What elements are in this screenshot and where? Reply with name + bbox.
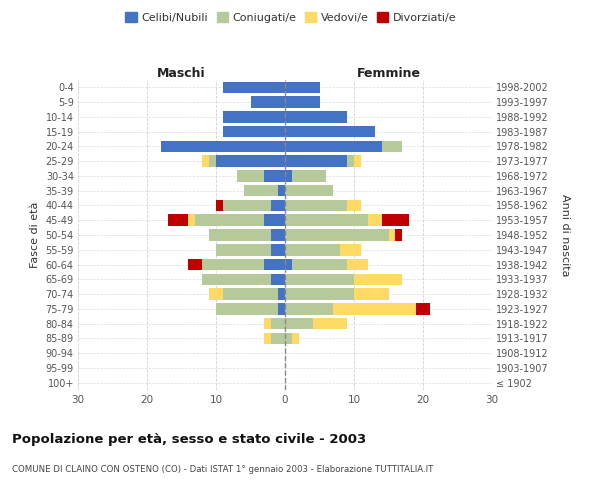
Bar [285, 274, 354, 285]
Bar [313, 318, 347, 330]
Bar [216, 303, 278, 314]
Bar [209, 229, 271, 241]
Bar [347, 259, 368, 270]
Bar [265, 318, 271, 330]
Bar [223, 288, 278, 300]
Bar [196, 214, 265, 226]
Bar [382, 140, 402, 152]
Legend: Celibi/Nubili, Coniugati/e, Vedovi/e, Divorziati/e: Celibi/Nubili, Coniugati/e, Vedovi/e, Di… [121, 8, 461, 28]
Y-axis label: Anni di nascita: Anni di nascita [560, 194, 570, 276]
Bar [223, 111, 285, 122]
Bar [354, 288, 389, 300]
Bar [278, 303, 285, 314]
Bar [271, 229, 285, 241]
Bar [265, 170, 285, 181]
Bar [271, 200, 285, 211]
Bar [416, 303, 430, 314]
Bar [354, 274, 403, 285]
Y-axis label: Fasce di età: Fasce di età [30, 202, 40, 268]
Bar [340, 244, 361, 256]
Bar [202, 156, 209, 167]
Bar [265, 214, 285, 226]
Bar [285, 200, 347, 211]
Bar [334, 303, 416, 314]
Bar [271, 332, 285, 344]
Bar [216, 244, 271, 256]
Text: Maschi: Maschi [157, 67, 206, 80]
Bar [389, 229, 395, 241]
Bar [292, 332, 299, 344]
Bar [285, 229, 389, 241]
Bar [223, 82, 285, 93]
Bar [216, 200, 223, 211]
Bar [285, 140, 382, 152]
Bar [285, 185, 334, 196]
Text: Popolazione per età, sesso e stato civile - 2003: Popolazione per età, sesso e stato civil… [12, 432, 366, 446]
Bar [354, 156, 361, 167]
Bar [244, 185, 278, 196]
Bar [285, 82, 320, 93]
Bar [278, 288, 285, 300]
Bar [292, 259, 347, 270]
Bar [347, 200, 361, 211]
Bar [202, 259, 265, 270]
Bar [168, 214, 188, 226]
Bar [285, 170, 292, 181]
Bar [285, 126, 374, 138]
Bar [395, 229, 402, 241]
Bar [251, 96, 285, 108]
Bar [285, 156, 347, 167]
Bar [223, 200, 271, 211]
Bar [285, 111, 347, 122]
Bar [285, 332, 292, 344]
Bar [382, 214, 409, 226]
Bar [209, 288, 223, 300]
Bar [216, 156, 285, 167]
Bar [202, 274, 271, 285]
Bar [285, 214, 368, 226]
Bar [285, 318, 313, 330]
Bar [271, 318, 285, 330]
Bar [223, 126, 285, 138]
Bar [285, 288, 354, 300]
Bar [188, 214, 196, 226]
Bar [265, 259, 285, 270]
Bar [237, 170, 265, 181]
Bar [271, 244, 285, 256]
Text: COMUNE DI CLAINO CON OSTENO (CO) - Dati ISTAT 1° gennaio 2003 - Elaborazione TUT: COMUNE DI CLAINO CON OSTENO (CO) - Dati … [12, 466, 433, 474]
Bar [368, 214, 382, 226]
Bar [188, 259, 202, 270]
Bar [292, 170, 326, 181]
Bar [285, 96, 320, 108]
Bar [209, 156, 216, 167]
Bar [285, 244, 340, 256]
Bar [285, 303, 334, 314]
Bar [161, 140, 285, 152]
Bar [278, 185, 285, 196]
Text: Femmine: Femmine [356, 67, 421, 80]
Bar [265, 332, 271, 344]
Bar [347, 156, 354, 167]
Bar [285, 259, 292, 270]
Bar [271, 274, 285, 285]
